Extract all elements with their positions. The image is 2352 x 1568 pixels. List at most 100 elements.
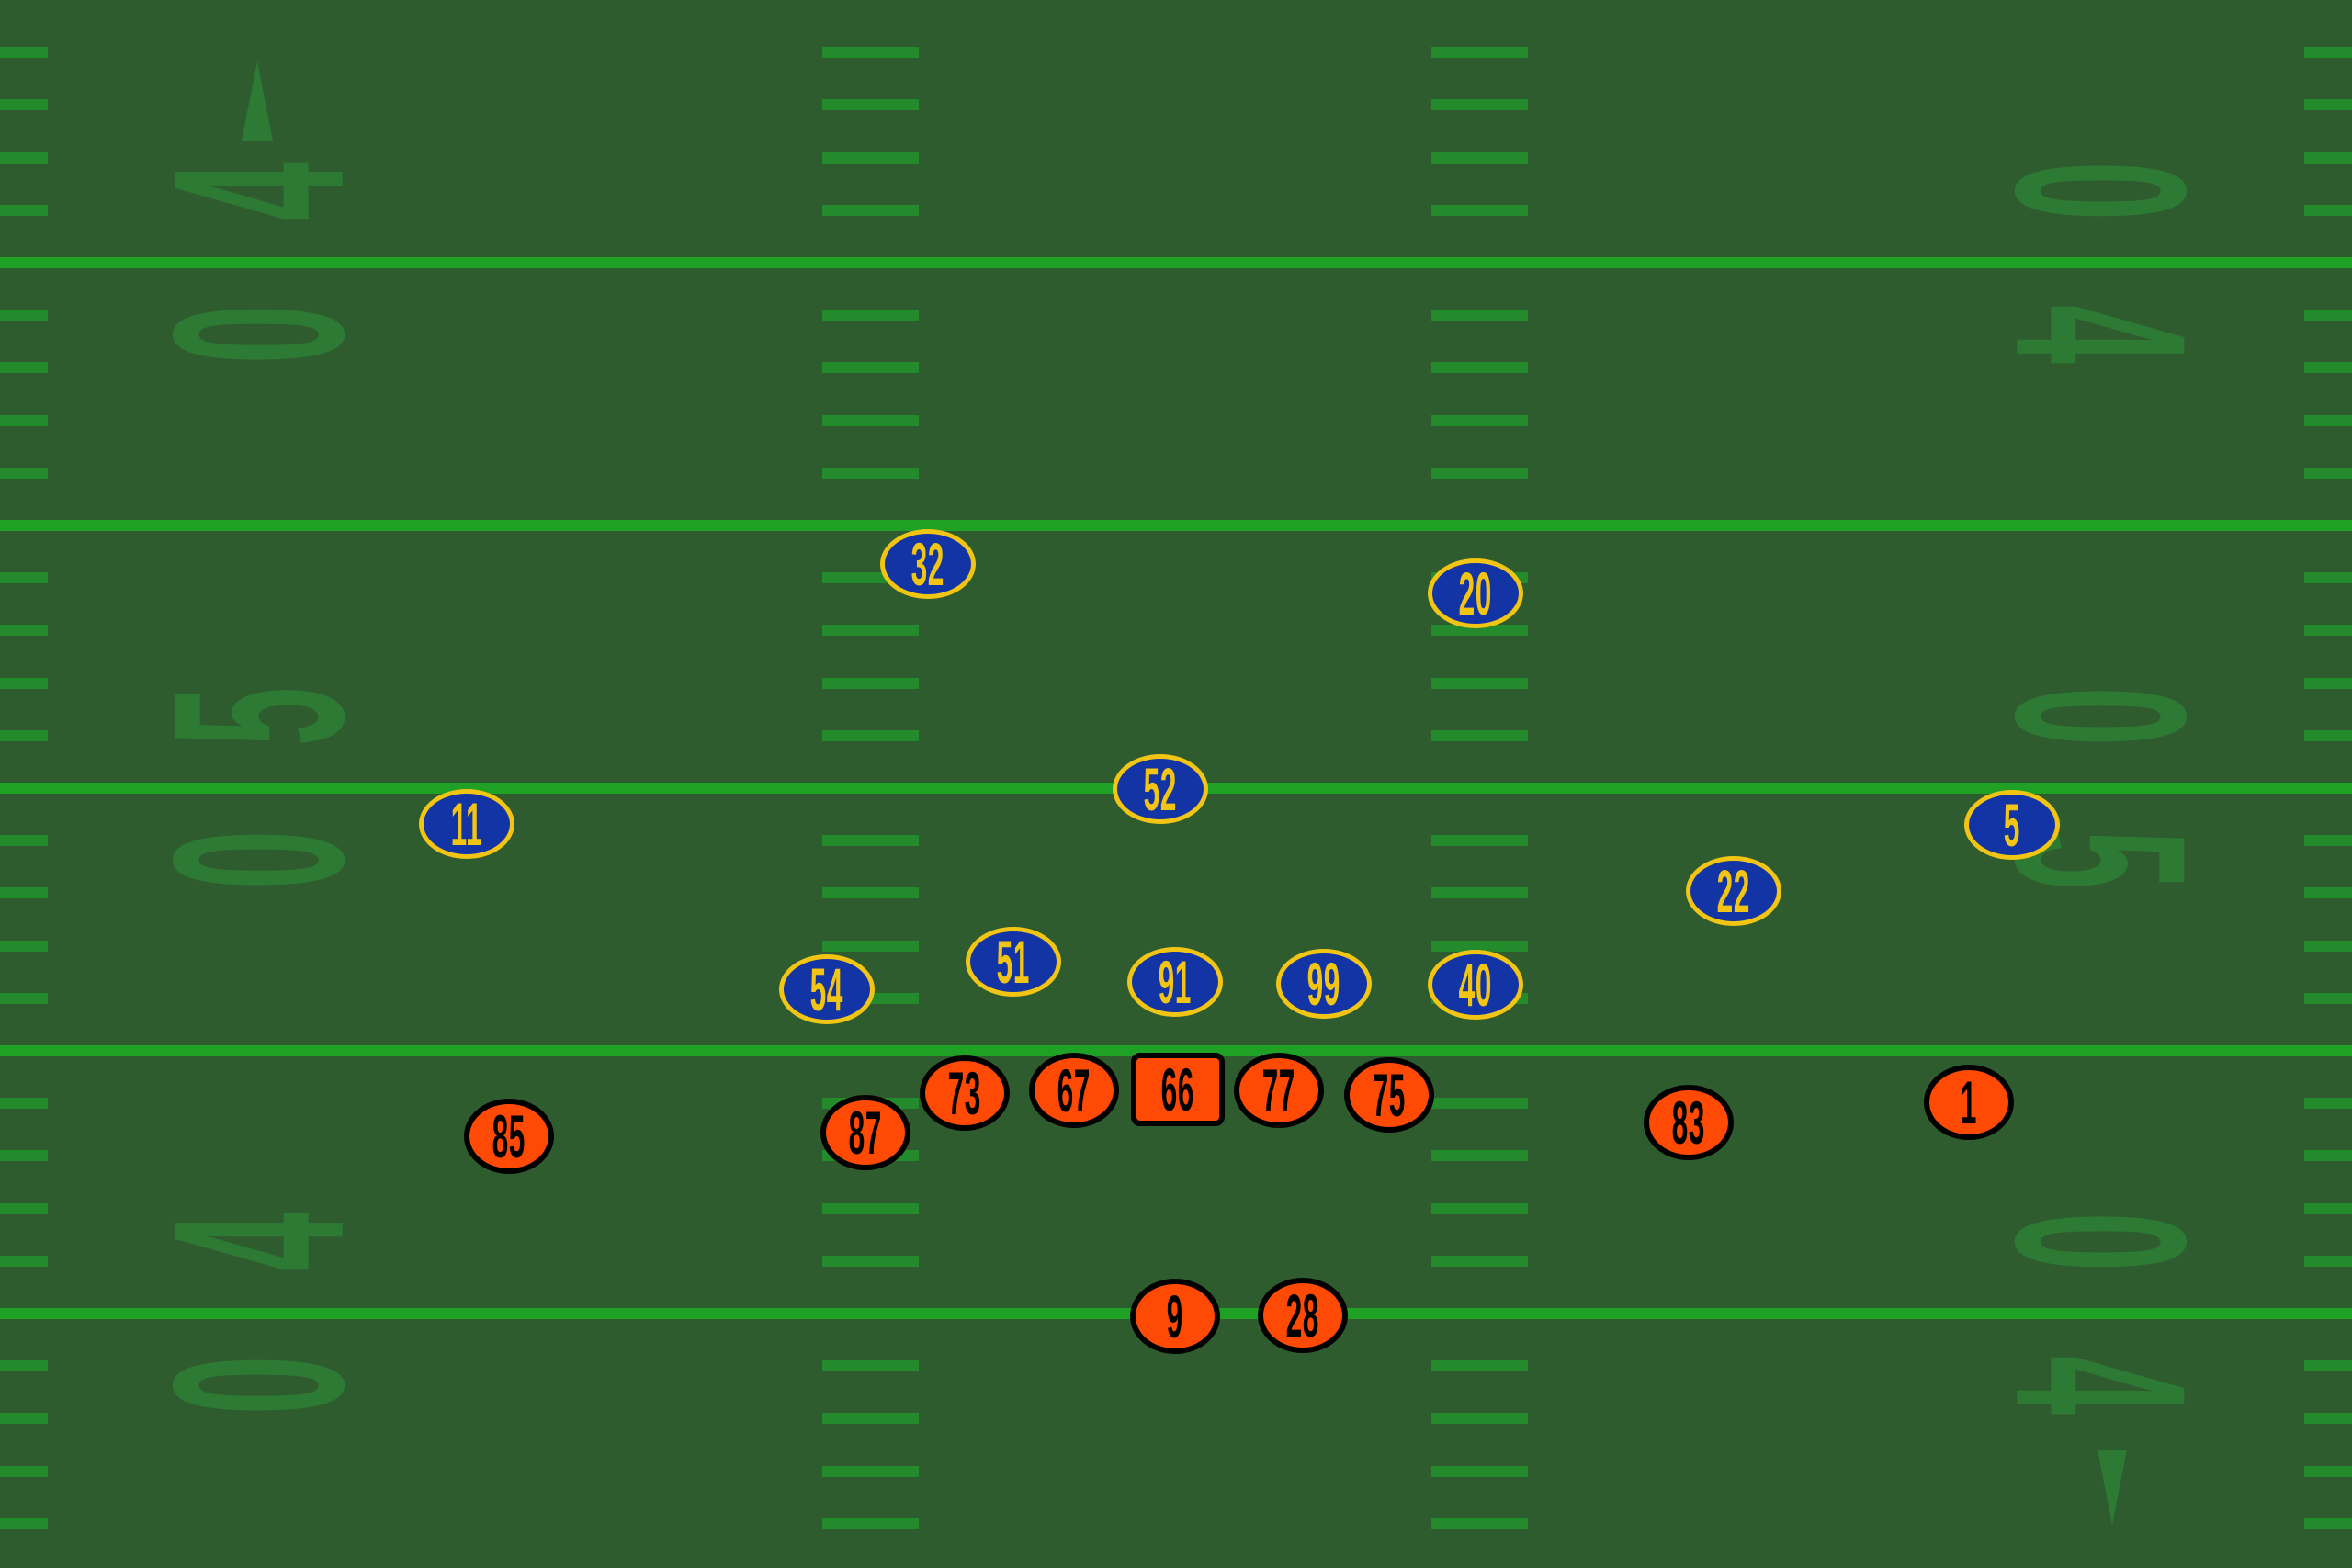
player-offense-87[interactable]: 87 [820, 1095, 910, 1170]
hash-mark [2304, 204, 2352, 216]
player-offense-1[interactable]: 1 [1924, 1065, 2014, 1140]
hash-mark [0, 204, 48, 216]
hash-mark [1431, 835, 1528, 847]
hash-mark [822, 887, 919, 899]
hash-mark [822, 47, 919, 59]
hash-mark [0, 99, 48, 111]
hash-mark [2304, 992, 2352, 1004]
player-defense-51[interactable]: 51 [966, 927, 1061, 997]
player-offense-28[interactable]: 28 [1258, 1278, 1348, 1353]
hash-mark [2304, 467, 2352, 479]
hash-mark [2304, 1255, 2352, 1267]
jersey-number: 77 [1261, 1056, 1296, 1124]
yard-number-digit: 0 [124, 830, 396, 889]
hash-mark [822, 414, 919, 426]
hash-mark [2304, 1465, 2352, 1477]
jersey-number: 66 [1160, 1055, 1195, 1123]
hash-mark [0, 1360, 48, 1372]
hash-mark [1431, 99, 1528, 111]
hash-mark [822, 152, 919, 164]
field-direction-arrow-down [2098, 1450, 2127, 1525]
hash-mark [2304, 729, 2352, 741]
hash-mark [1431, 940, 1528, 952]
jersey-number: 28 [1285, 1281, 1320, 1349]
yard-line [0, 520, 2352, 531]
hash-mark [1431, 1255, 1528, 1267]
hash-mark [0, 940, 48, 952]
hash-mark [0, 572, 48, 584]
player-defense-54[interactable]: 54 [779, 954, 875, 1024]
hash-mark [2304, 1413, 2352, 1425]
player-defense-5[interactable]: 5 [1964, 790, 2060, 860]
hash-mark [0, 887, 48, 899]
yard-line [0, 257, 2352, 268]
hash-mark [2304, 1360, 2352, 1372]
yard-number-digit: 4 [1963, 1356, 2235, 1415]
hash-mark [1431, 1360, 1528, 1372]
hash-mark [2304, 414, 2352, 426]
hash-mark [0, 992, 48, 1004]
hash-mark [822, 835, 919, 847]
hash-mark [822, 940, 919, 952]
hash-mark [0, 1098, 48, 1110]
jersey-number: 99 [1306, 950, 1341, 1018]
hash-mark [1431, 1202, 1528, 1214]
hash-mark [822, 1202, 919, 1214]
player-defense-52[interactable]: 52 [1113, 754, 1208, 824]
hash-mark [2304, 835, 2352, 847]
player-defense-32[interactable]: 32 [880, 529, 976, 599]
hash-mark [822, 1465, 919, 1477]
yard-number-digit: 4 [124, 1213, 396, 1271]
player-defense-40[interactable]: 40 [1428, 950, 1523, 1020]
hash-mark [1431, 677, 1528, 689]
hash-mark [2304, 47, 2352, 59]
hash-mark [0, 835, 48, 847]
player-defense-20[interactable]: 20 [1428, 558, 1523, 628]
player-offense-85[interactable]: 85 [464, 1099, 554, 1174]
hash-mark [1431, 887, 1528, 899]
hash-mark [1431, 1098, 1528, 1110]
player-defense-91[interactable]: 91 [1127, 947, 1223, 1017]
hash-mark [1431, 362, 1528, 374]
jersey-number: 40 [1458, 951, 1493, 1019]
hash-mark [1431, 1413, 1528, 1425]
jersey-number: 83 [1671, 1089, 1706, 1156]
player-offense-67[interactable]: 67 [1029, 1053, 1119, 1128]
yard-number-digit: 4 [124, 162, 396, 220]
player-defense-22[interactable]: 22 [1686, 856, 1781, 926]
hash-mark [2304, 362, 2352, 374]
hash-mark [2304, 1517, 2352, 1529]
hash-mark [2304, 625, 2352, 637]
hash-mark [1431, 414, 1528, 426]
hash-mark [1431, 1517, 1528, 1529]
hash-mark [2304, 887, 2352, 899]
jersey-number: 67 [1057, 1056, 1091, 1124]
hash-mark [1431, 152, 1528, 164]
player-offense-66[interactable]: 66 [1131, 1053, 1225, 1126]
hash-mark [822, 99, 919, 111]
jersey-number: 73 [947, 1059, 982, 1127]
hash-mark [0, 677, 48, 689]
hash-mark [2304, 940, 2352, 952]
hash-mark [0, 310, 48, 321]
player-offense-83[interactable]: 83 [1644, 1085, 1734, 1160]
hash-mark [1431, 467, 1528, 479]
player-offense-75[interactable]: 75 [1344, 1057, 1434, 1133]
player-offense-9[interactable]: 9 [1130, 1279, 1220, 1354]
player-offense-73[interactable]: 73 [920, 1055, 1010, 1131]
player-offense-77[interactable]: 77 [1234, 1053, 1324, 1128]
jersey-number: 52 [1143, 755, 1178, 823]
hash-mark [2304, 1098, 2352, 1110]
hash-mark [822, 677, 919, 689]
hash-mark [0, 414, 48, 426]
hash-mark [0, 152, 48, 164]
jersey-number: 9 [1166, 1282, 1184, 1350]
player-defense-11[interactable]: 11 [419, 789, 514, 859]
hash-mark [0, 625, 48, 637]
player-defense-99[interactable]: 99 [1276, 949, 1372, 1019]
jersey-number: 75 [1372, 1061, 1407, 1129]
